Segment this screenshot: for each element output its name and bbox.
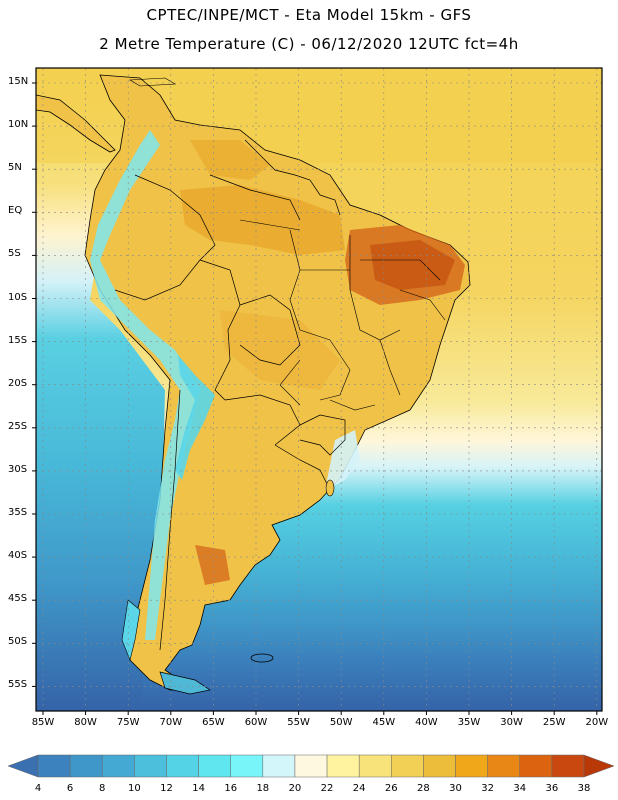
tierra-del-fuego <box>159 671 211 695</box>
colorbar-label: 36 <box>545 783 559 794</box>
colorbar-label: 24 <box>352 783 366 794</box>
venezuela-warm-region <box>190 140 270 180</box>
colorbar-swatch <box>262 754 296 778</box>
longitude-label: 75W <box>116 717 140 728</box>
coordinate-grid <box>36 68 602 711</box>
colorbar-swatch <box>198 754 231 778</box>
colorbar-swatch <box>294 754 328 778</box>
colorbar <box>7 754 615 778</box>
andes-snow-core <box>175 355 215 480</box>
colorbar-label: 14 <box>192 783 205 794</box>
longitude-label: 70W <box>159 717 183 728</box>
latitude-label: EQ <box>8 205 23 217</box>
colorbar-swatch <box>487 754 521 778</box>
colorbar-label: 20 <box>288 783 302 794</box>
latitude-label: 10S <box>8 291 28 303</box>
colorbar-swatch <box>423 754 456 778</box>
colorbar-low-arrow <box>7 754 39 778</box>
latitude-label: 20S <box>8 377 28 389</box>
caribbean-islands <box>129 77 176 87</box>
colorbar-label: 12 <box>160 783 173 794</box>
colorbar-label: 26 <box>384 783 398 794</box>
colorbar-label: 8 <box>99 783 106 794</box>
central-warm-region <box>220 310 340 390</box>
map-frame <box>35 67 603 712</box>
latitude-label: 15S <box>8 334 28 346</box>
longitude-label: 80W <box>74 717 97 728</box>
longitude-label: 50W <box>329 717 353 728</box>
colorbar-label: 28 <box>417 783 430 794</box>
map-title-line-1: CPTEC/INPE/MCT - Eta Model 15km - GFS <box>146 6 472 24</box>
colorbar-swatch <box>455 754 488 778</box>
colorbar-label: 22 <box>320 783 334 794</box>
latitude-label: 40S <box>8 550 28 562</box>
amazon-warm-region <box>180 185 345 255</box>
colorbar-label: 18 <box>256 783 270 794</box>
colorbar-label: 4 <box>34 783 42 794</box>
longitude-label: 55W <box>287 717 310 728</box>
colorbar-label: 10 <box>127 783 141 794</box>
colorbar-swatch <box>230 754 264 778</box>
patagonia-warm-spot <box>195 545 230 585</box>
chile-archipelago <box>121 599 141 661</box>
colorbar-swatch <box>551 754 585 778</box>
colorbar-label: 32 <box>481 783 494 794</box>
longitude-label: 45W <box>372 717 396 728</box>
northeast-hottest-core <box>370 240 455 290</box>
colorbar-swatch <box>166 754 199 778</box>
latitude-label: 5N <box>8 162 22 174</box>
lagoa-dos-patos <box>325 479 335 497</box>
longitude-label: 30W <box>500 717 523 728</box>
falkland-islands <box>250 653 274 663</box>
longitude-label: 25W <box>542 717 566 728</box>
colorbar-label: 34 <box>513 783 527 794</box>
longitude-label: 85W <box>31 717 55 728</box>
longitude-label: 60W <box>244 717 268 728</box>
colorbar-label: 16 <box>224 783 238 794</box>
andes-cold-band <box>90 130 200 640</box>
latitude-label: 55S <box>8 679 28 691</box>
southeast-coast-cool-band <box>325 430 360 490</box>
latitude-label: 5S <box>8 248 21 260</box>
latitude-label: 30S <box>8 463 28 475</box>
colorbar-label: 38 <box>577 783 591 794</box>
brazil-state-borders <box>239 219 446 411</box>
colorbar-swatch <box>391 754 424 778</box>
latitude-label: 50S <box>8 636 28 648</box>
colorbar-label: 30 <box>449 783 462 794</box>
latitude-label: 35S <box>8 507 28 518</box>
colorbar-swatch <box>134 754 167 778</box>
longitude-label: 20W <box>585 717 609 728</box>
latitude-label: 25S <box>8 420 28 432</box>
longitude-label: 65W <box>202 717 225 728</box>
latitude-label: 10N <box>8 119 29 131</box>
map-title-line-2: 2 Metre Temperature (C) - 06/12/2020 12U… <box>99 35 519 53</box>
pacific-ocean-field <box>36 68 180 711</box>
colorbar-swatch <box>101 754 135 778</box>
country-borders <box>114 139 346 651</box>
colorbar-swatch <box>326 754 360 778</box>
latitude-label: 15N <box>8 76 29 87</box>
colorbar-swatch <box>519 754 553 778</box>
central-america <box>36 94 116 153</box>
longitude-label: 35W <box>457 717 481 728</box>
colorbar-high-arrow <box>583 754 615 778</box>
colorbar-swatch <box>37 754 71 778</box>
latitude-label: 45S <box>8 593 28 605</box>
colorbar-swatch <box>69 754 103 778</box>
colorbar-swatch <box>358 754 392 778</box>
axis-ticks <box>32 82 598 715</box>
longitude-label: 40W <box>415 717 438 728</box>
colorbar-label: 6 <box>66 783 74 794</box>
